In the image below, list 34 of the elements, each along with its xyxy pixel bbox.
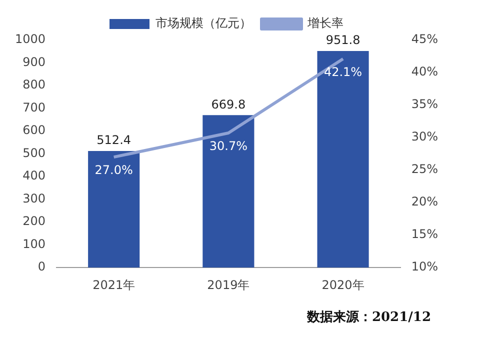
bar	[317, 50, 369, 268]
legend-label: 市场规模（亿元）	[156, 16, 252, 30]
source-note: 数据来源：2021/12	[306, 310, 431, 325]
data-label: 30.7%	[209, 139, 248, 154]
y-tick-label: 200	[22, 214, 46, 228]
x-tick-label: 2019年	[207, 278, 250, 292]
y2-tick-label: 45%	[411, 32, 438, 46]
data-label: 42.1%	[324, 64, 362, 79]
y-tick-label: 0	[38, 260, 46, 274]
y2-tick-label: 30%	[411, 130, 438, 144]
y-tick-label: 100	[22, 236, 46, 251]
y-tick-label: 300	[22, 191, 46, 206]
data-label: 951.8	[326, 33, 360, 48]
y-tick-label: 700	[22, 100, 46, 114]
y2-tick-label: 25%	[411, 162, 438, 176]
bar	[202, 115, 254, 268]
x-tick-label: 2021年	[92, 278, 136, 292]
y2-tick-label: 40%	[411, 64, 438, 79]
y-tick-label: 400	[22, 168, 46, 183]
y2-tick-label: 10%	[411, 260, 438, 274]
y-tick-label: 900	[22, 54, 46, 69]
y2-tick-label: 35%	[411, 97, 438, 112]
bar	[88, 150, 140, 268]
x-tick-label: 2020年	[322, 278, 364, 292]
y-tick-label: 800	[22, 78, 46, 92]
legend-label: 增长率	[306, 16, 344, 30]
data-label: 512.4	[96, 133, 132, 148]
y-tick-label: 1000	[14, 32, 46, 46]
y2-tick-label: 20%	[411, 194, 438, 209]
y-tick-label: 500	[22, 146, 46, 160]
y-tick-label: 600	[22, 123, 46, 138]
data-label: 27.0%	[94, 163, 133, 178]
y2-tick-label: 15%	[411, 227, 438, 242]
data-label: 669.8	[211, 97, 246, 112]
